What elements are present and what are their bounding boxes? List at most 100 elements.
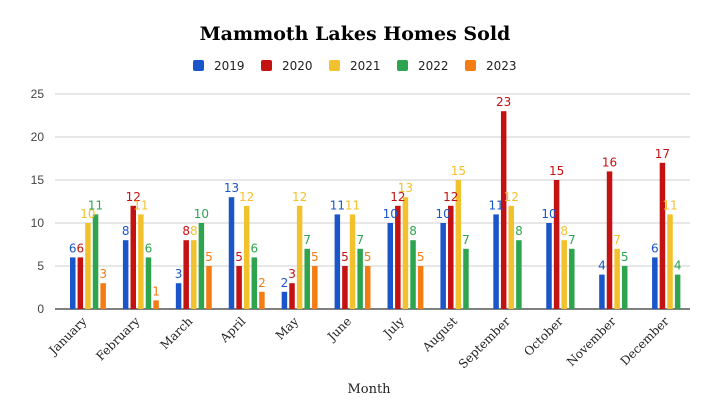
bar [364,266,371,309]
data-label: 3 [288,267,296,281]
legend-label: 2022 [418,59,449,73]
x-tick-label: August [419,314,460,355]
data-label: 10 [541,207,556,221]
data-label: 5 [235,250,243,264]
bar [349,214,356,309]
bar [493,214,499,309]
bar [652,257,658,309]
data-label: 11 [330,198,345,212]
data-label: 5 [311,250,319,264]
bar [236,266,242,309]
data-label: 5 [364,250,372,264]
bar [251,257,258,309]
x-tick-label: January [45,314,90,359]
bars [70,111,681,309]
data-label: 11 [488,198,503,212]
data-label: 8 [515,224,523,238]
legend-item-2021: 2021 [329,59,381,73]
bar [243,205,250,309]
data-label: 11 [88,198,103,212]
bar [516,240,522,309]
bar [122,240,129,309]
data-label: 8 [182,224,190,238]
bar [569,248,575,309]
legend-swatch [261,60,272,71]
data-label: 1 [152,284,160,298]
bar [357,248,363,309]
bar [145,257,152,309]
legend-swatch [329,60,340,71]
data-label: 6 [651,241,659,255]
x-tick-label: May [273,314,302,343]
data-label: 10 [80,207,95,221]
data-label: 5 [341,250,349,264]
data-label: 8 [190,224,198,238]
y-tick-label: 0 [37,302,44,316]
bar [395,205,401,309]
bar [153,300,159,309]
y-tick-label: 5 [37,259,44,273]
data-label: 8 [122,224,130,238]
legend-label: 2019 [214,59,245,73]
data-label: 5 [621,250,629,264]
bar [455,180,462,309]
data-label: 6 [250,241,258,255]
data-label: 12 [504,190,519,204]
bar [92,214,99,309]
bar [546,223,552,309]
legend-label: 2021 [350,59,381,73]
data-label: 6 [145,241,153,255]
chart-title: Mammoth Lakes Homes Sold [200,23,511,45]
bar [342,266,348,309]
legend-item-2022: 2022 [397,59,449,73]
data-label: 7 [568,233,576,247]
bar [463,248,469,309]
data-label: 4 [598,259,606,273]
bar [304,248,310,309]
legend-item-2020: 2020 [261,59,313,73]
data-label: 12 [443,190,458,204]
x-axis-label: Month [347,382,391,397]
data-label: 5 [205,250,213,264]
bar [448,205,454,309]
bar [281,291,288,309]
data-label: 8 [560,224,568,238]
data-label: 3 [99,267,107,281]
x-tick-label: July [379,314,407,342]
data-label: 12 [292,190,307,204]
bar [402,197,409,309]
legend-label: 2023 [486,59,517,73]
bar [296,205,303,309]
x-tick-label: March [157,314,195,352]
bar [500,111,507,309]
legend-label: 2020 [282,59,313,73]
bar [175,283,182,309]
bar [621,266,628,309]
x-tick-label: April [217,314,249,346]
bar [85,223,91,309]
x-tick-label: December [618,314,672,368]
data-label: 11 [133,198,148,212]
bar [259,291,265,309]
data-label: 13 [224,181,239,195]
y-tick-label: 20 [31,130,45,144]
bar [553,180,560,309]
data-label: 2 [258,276,266,290]
data-label: 8 [409,224,417,238]
data-label: 4 [674,259,682,273]
legend: 2019 2020 2021 2022 2023 [193,59,517,73]
data-label: 12 [239,190,254,204]
bar [191,240,197,309]
bar [130,205,137,309]
data-label: 6 [69,241,77,255]
bar [561,240,567,309]
bar [100,283,106,309]
bar [70,257,76,309]
bar [667,214,673,309]
data-label: 5 [417,250,425,264]
bar [138,214,144,309]
legend-item-2023: 2023 [465,59,517,73]
y-tick-label: 25 [31,87,45,101]
